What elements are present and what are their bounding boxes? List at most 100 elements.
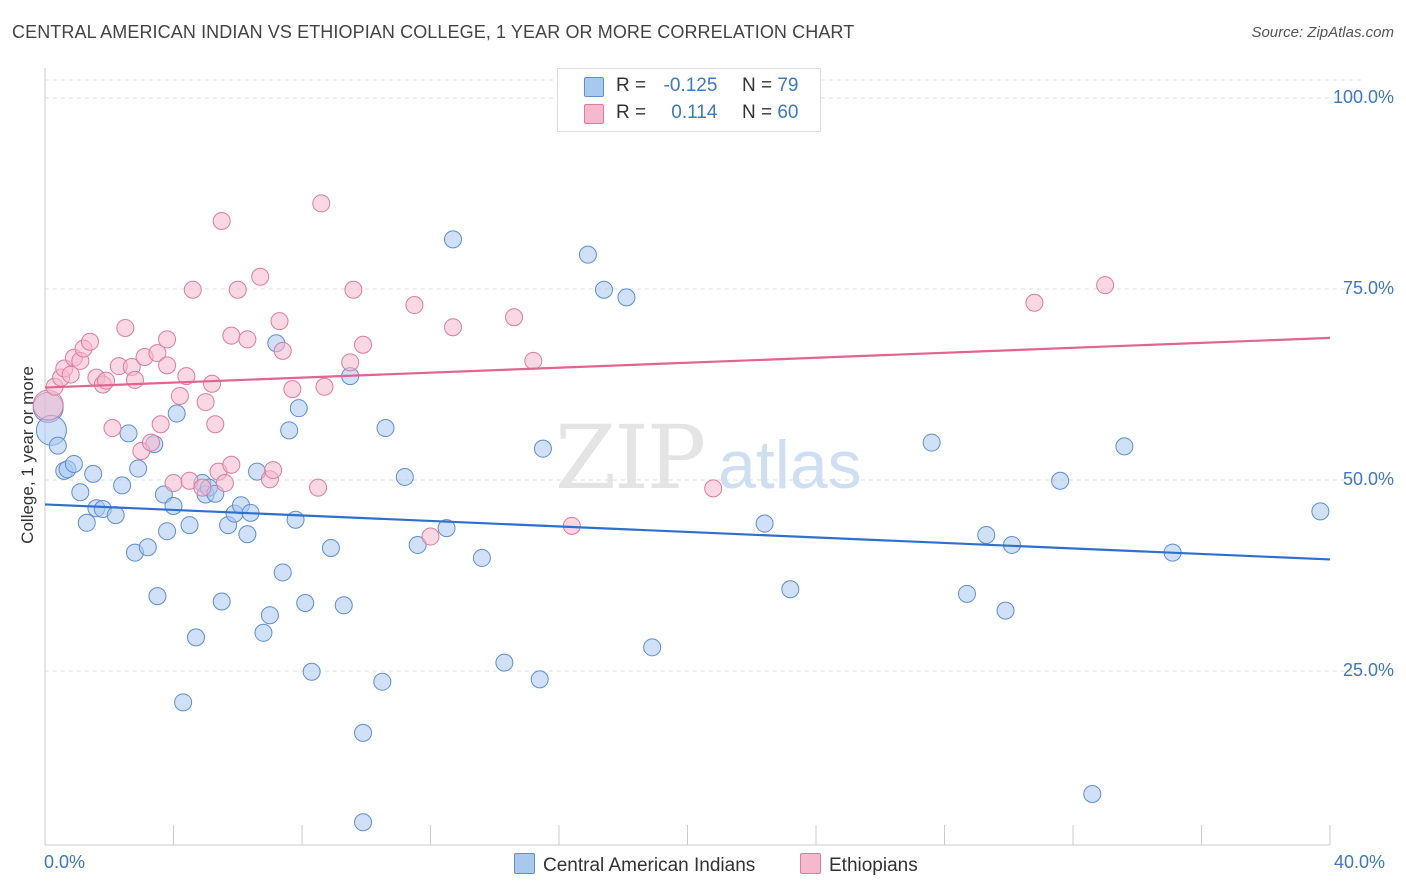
- legend-r-label: R =: [616, 102, 647, 123]
- point-ethiopian: [704, 479, 723, 498]
- point-ethiopian: [80, 332, 99, 351]
- point-ethiopian: [251, 267, 270, 286]
- series-swatch-blue: [514, 853, 535, 874]
- point-ethiopian: [116, 318, 135, 337]
- point-central-american: [533, 439, 552, 458]
- point-ethiopian: [312, 194, 331, 213]
- point-central-american: [578, 245, 597, 264]
- source-label: Source: ZipAtlas.com: [1251, 24, 1394, 41]
- point-central-american: [376, 419, 395, 438]
- point-ethiopian: [309, 478, 328, 497]
- legend-n-value: 79: [777, 75, 799, 96]
- point-ethiopian: [196, 393, 215, 412]
- point-central-american: [212, 592, 231, 611]
- point-ethiopian: [158, 356, 177, 375]
- point-ethiopian: [203, 374, 222, 393]
- point-ethiopian: [344, 280, 363, 299]
- point-central-american: [158, 522, 177, 541]
- y-tick-label-75: 75.0%: [1342, 278, 1394, 298]
- point-central-american: [437, 519, 456, 538]
- point-central-american: [113, 476, 132, 495]
- point-ethiopian: [443, 318, 462, 337]
- series-legend-ethiopian: Ethiopians: [800, 853, 918, 877]
- point-ethiopian: [193, 478, 212, 497]
- point-central-american: [148, 587, 167, 606]
- point-ethiopian: [273, 341, 292, 360]
- point-ethiopian: [206, 415, 225, 434]
- point-central-american: [164, 496, 183, 515]
- point-central-american: [64, 454, 83, 473]
- point-ethiopian: [1025, 293, 1044, 312]
- y-tick-label-100: 100.0%: [1332, 87, 1394, 107]
- legend-swatch-blue: [584, 77, 604, 97]
- legend-r-value: 0.114: [671, 102, 718, 123]
- point-ethiopian: [103, 419, 122, 438]
- point-central-american: [289, 399, 308, 418]
- point-central-american: [1311, 502, 1330, 521]
- point-central-american: [334, 596, 353, 615]
- point-central-american: [154, 485, 173, 504]
- series-label: Central American Indians: [543, 855, 756, 876]
- trend-lines: [44, 336, 1331, 561]
- legend-swatch-pink: [584, 104, 604, 124]
- point-central-american: [180, 516, 199, 535]
- series-label: Ethiopians: [829, 855, 918, 876]
- point-central-american: [472, 548, 491, 567]
- point-central-american: [957, 584, 976, 603]
- point-central-american: [186, 628, 205, 647]
- legend-n-label: N =: [741, 75, 773, 96]
- point-central-american: [119, 424, 138, 443]
- point-ethiopian: [170, 386, 189, 405]
- point-ethiopian: [315, 377, 334, 396]
- point-central-american: [84, 464, 103, 483]
- point-central-american: [174, 693, 193, 712]
- point-central-american: [1083, 785, 1102, 804]
- point-central-american: [48, 436, 67, 455]
- point-central-american: [129, 459, 148, 478]
- point-central-american: [617, 288, 636, 307]
- watermark: ZIP atlas: [555, 406, 862, 509]
- point-central-american: [996, 601, 1015, 620]
- point-central-american: [138, 538, 157, 557]
- point-central-american: [354, 813, 373, 832]
- point-ethiopian: [177, 367, 196, 386]
- point-ethiopian: [524, 351, 543, 370]
- point-ethiopian: [270, 312, 289, 331]
- point-central-american: [1051, 471, 1070, 490]
- point-central-american: [395, 467, 414, 486]
- chart-title: CENTRAL AMERICAN INDIAN VS ETHIOPIAN COL…: [12, 22, 855, 42]
- point-central-american: [977, 526, 996, 545]
- series-swatch-pink: [800, 853, 821, 874]
- point-central-american: [302, 662, 321, 681]
- point-central-american: [755, 514, 774, 533]
- legend-n-label: N =: [741, 102, 773, 123]
- point-central-american: [280, 421, 299, 440]
- point-central-american: [530, 670, 549, 689]
- point-ethiopian: [97, 371, 116, 390]
- y-tick-label-50: 50.0%: [1342, 469, 1394, 489]
- point-ethiopian: [405, 296, 424, 315]
- trend-line-ethiopian: [44, 336, 1331, 389]
- point-central-american: [321, 538, 340, 557]
- point-ethiopian: [215, 474, 234, 493]
- point-ethiopian: [158, 330, 177, 349]
- point-central-american: [408, 535, 427, 554]
- trend-line-central-american: [44, 503, 1331, 561]
- y-tick-label-25: 25.0%: [1342, 660, 1394, 680]
- point-central-american: [354, 723, 373, 742]
- point-ethiopian: [222, 326, 241, 345]
- data-points: [32, 194, 1330, 832]
- point-ethiopian: [164, 474, 183, 493]
- point-central-american: [106, 506, 125, 525]
- point-central-american: [296, 594, 315, 613]
- point-ethiopian: [505, 308, 524, 327]
- point-ethiopian: [222, 455, 241, 474]
- point-central-american: [922, 433, 941, 452]
- point-ethiopian: [148, 344, 167, 363]
- grid-lines: [45, 79, 1365, 672]
- axes: [44, 68, 1331, 846]
- point-central-american: [167, 404, 186, 423]
- point-central-american: [71, 483, 90, 502]
- point-ethiopian: [212, 212, 231, 231]
